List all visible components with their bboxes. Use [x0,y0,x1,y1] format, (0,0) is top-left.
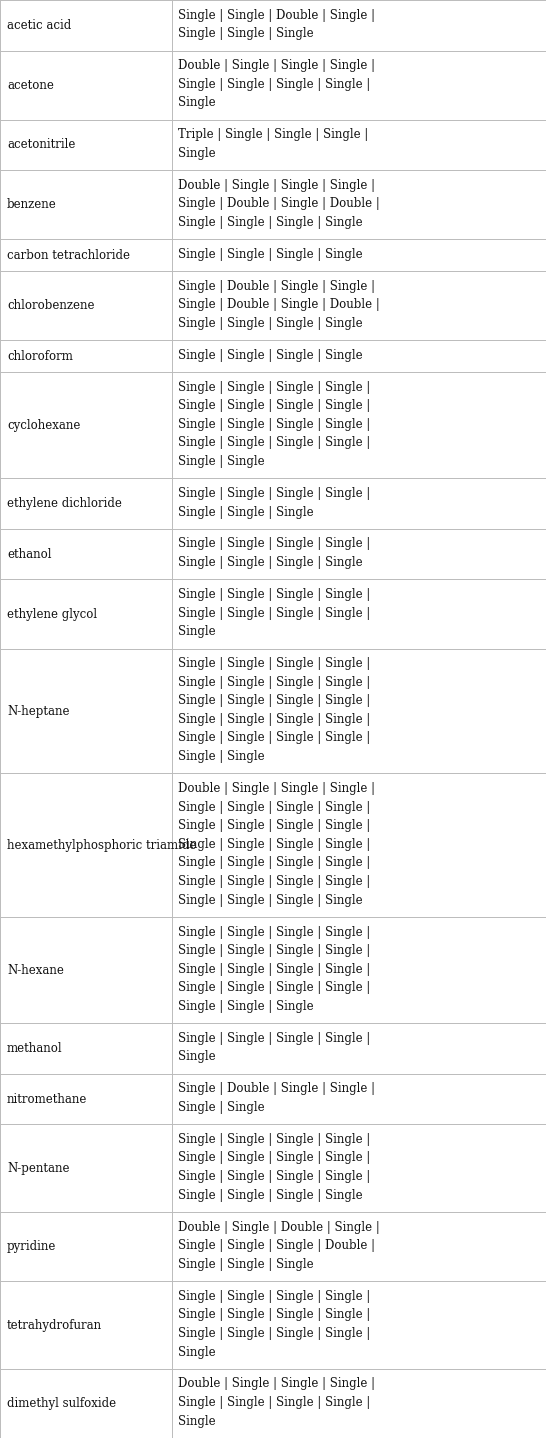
Text: Single | Single | Single | Single |: Single | Single | Single | Single | [178,801,374,814]
Text: N-pentane: N-pentane [7,1162,69,1175]
Text: Single | Single | Single | Single: Single | Single | Single | Single [178,216,363,229]
Text: Single | Single | Single: Single | Single | Single [178,999,313,1012]
Text: Single | Single | Double | Single |: Single | Single | Double | Single | [178,9,379,22]
Text: Single | Single | Single | Single |: Single | Single | Single | Single | [178,876,374,889]
Text: Single | Single | Single | Single |: Single | Single | Single | Single | [178,1327,374,1340]
Text: Single | Single | Single: Single | Single | Single [178,1258,313,1271]
Text: Single | Single | Single | Single |: Single | Single | Single | Single | [178,1133,374,1146]
Text: Single | Single | Single | Single |: Single | Single | Single | Single | [178,963,374,976]
Text: Single: Single [178,1415,216,1428]
Text: ethylene glycol: ethylene glycol [7,607,97,621]
Text: Single: Single [178,96,216,109]
Text: Single | Single | Single | Single |: Single | Single | Single | Single | [178,400,374,413]
Text: carbon tetrachloride: carbon tetrachloride [7,249,130,262]
Text: Single | Single | Single | Single: Single | Single | Single | Single [178,893,363,906]
Text: Single | Single | Single | Single |: Single | Single | Single | Single | [178,657,374,670]
Text: Single | Single | Single | Single |: Single | Single | Single | Single | [178,437,374,450]
Text: Single | Single | Single | Single |: Single | Single | Single | Single | [178,1290,374,1303]
Text: benzene: benzene [7,198,57,211]
Text: Single | Single | Single | Single |: Single | Single | Single | Single | [178,487,374,500]
Text: Single | Single | Single | Single |: Single | Single | Single | Single | [178,926,374,939]
Text: Single: Single [178,1346,216,1359]
Text: tetrahydrofuran: tetrahydrofuran [7,1319,102,1332]
Text: Single | Single | Single | Single |: Single | Single | Single | Single | [178,1171,374,1183]
Text: Single | Single | Single | Single |: Single | Single | Single | Single | [178,1309,374,1322]
Text: acetone: acetone [7,79,54,92]
Text: Single | Single | Single | Single |: Single | Single | Single | Single | [178,981,374,994]
Text: Double | Single | Double | Single |: Double | Single | Double | Single | [178,1221,383,1234]
Text: Single | Single: Single | Single [178,751,265,764]
Text: Single: Single [178,147,216,160]
Text: Double | Single | Single | Single |: Double | Single | Single | Single | [178,782,379,795]
Text: Single | Single | Single | Single: Single | Single | Single | Single [178,349,363,362]
Text: acetonitrile: acetonitrile [7,138,75,151]
Text: Single | Single | Single | Single |: Single | Single | Single | Single | [178,732,374,745]
Text: Single | Single | Single | Single |: Single | Single | Single | Single | [178,588,374,601]
Text: dimethyl sulfoxide: dimethyl sulfoxide [7,1396,116,1409]
Text: Double | Single | Single | Single |: Double | Single | Single | Single | [178,59,379,72]
Text: Single | Single | Single: Single | Single | Single [178,27,313,40]
Text: N-hexane: N-hexane [7,963,64,976]
Text: Single | Single | Single | Single |: Single | Single | Single | Single | [178,1396,374,1409]
Text: Single | Double | Single | Single |: Single | Double | Single | Single | [178,279,379,292]
Text: Single | Single | Single | Single |: Single | Single | Single | Single | [178,713,374,726]
Text: ethanol: ethanol [7,548,51,561]
Text: Single | Single | Single | Single: Single | Single | Single | Single [178,557,363,569]
Text: nitromethane: nitromethane [7,1093,87,1106]
Text: Single: Single [178,626,216,638]
Text: Single | Double | Single | Double |: Single | Double | Single | Double | [178,298,383,311]
Text: Single | Single | Single | Single: Single | Single | Single | Single [178,1189,363,1202]
Text: acetic acid: acetic acid [7,19,71,32]
Text: Single | Single | Single | Single |: Single | Single | Single | Single | [178,418,374,431]
Text: Single | Single | Single | Single |: Single | Single | Single | Single | [178,538,374,551]
Text: Single | Single | Single | Single |: Single | Single | Single | Single | [178,78,374,91]
Text: chloroform: chloroform [7,349,73,362]
Text: Single | Single | Single | Single |: Single | Single | Single | Single | [178,945,374,958]
Text: Single | Double | Single | Double |: Single | Double | Single | Double | [178,197,383,210]
Text: pyridine: pyridine [7,1240,56,1252]
Text: Single | Single | Single | Single |: Single | Single | Single | Single | [178,607,374,620]
Text: Single | Single | Single | Single |: Single | Single | Single | Single | [178,820,374,833]
Text: Single | Single | Single | Single |: Single | Single | Single | Single | [178,381,374,394]
Text: Single | Single | Single | Single: Single | Single | Single | Single [178,247,363,260]
Text: cyclohexane: cyclohexane [7,418,80,431]
Text: hexamethylphosphoric triamide: hexamethylphosphoric triamide [7,838,197,851]
Text: Single | Single | Single | Single |: Single | Single | Single | Single | [178,676,374,689]
Text: Single | Single | Single | Single |: Single | Single | Single | Single | [178,1152,374,1165]
Text: Single | Single | Single | Single |: Single | Single | Single | Single | [178,1032,374,1045]
Text: Double | Single | Single | Single |: Double | Single | Single | Single | [178,1378,379,1391]
Text: Single | Single | Single: Single | Single | Single [178,506,313,519]
Text: Single | Single | Single | Single |: Single | Single | Single | Single | [178,857,374,870]
Text: Triple | Single | Single | Single |: Triple | Single | Single | Single | [178,128,372,141]
Text: Single | Single: Single | Single [178,454,265,467]
Text: Single | Single | Single | Single |: Single | Single | Single | Single | [178,838,374,851]
Text: N-heptane: N-heptane [7,705,69,718]
Text: Single | Single | Single | Double |: Single | Single | Single | Double | [178,1240,379,1252]
Text: Single | Single | Single | Single: Single | Single | Single | Single [178,316,363,329]
Text: Single: Single [178,1050,216,1064]
Text: Double | Single | Single | Single |: Double | Single | Single | Single | [178,178,379,191]
Text: Single | Double | Single | Single |: Single | Double | Single | Single | [178,1083,379,1096]
Text: chlorobenzene: chlorobenzene [7,299,94,312]
Text: Single | Single: Single | Single [178,1102,265,1114]
Text: ethylene dichloride: ethylene dichloride [7,498,122,510]
Text: methanol: methanol [7,1043,63,1055]
Text: Single | Single | Single | Single |: Single | Single | Single | Single | [178,695,374,707]
